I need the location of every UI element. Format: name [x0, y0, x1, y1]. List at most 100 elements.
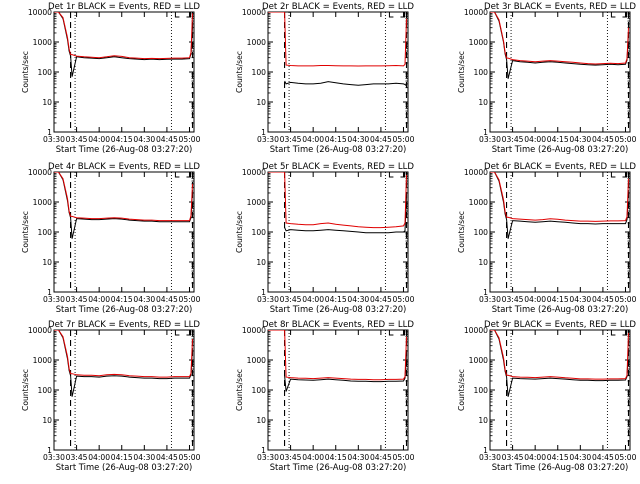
corner-marker — [174, 330, 180, 336]
chart-panel-3: Det 3r BLACK = Events, RED = LLD 1 10 100 10… — [457, 2, 637, 154]
corner-marker — [388, 12, 394, 18]
x-tick-label: 03:30 — [257, 135, 279, 144]
x-tick-label: 04:45 — [592, 295, 614, 304]
series-line-events — [284, 354, 407, 392]
x-tick-label: 04:45 — [156, 295, 178, 304]
y-tick-label: 1 — [261, 128, 266, 137]
x-tick-label: 05:00 — [179, 295, 201, 304]
x-tick-label: 04:00 — [302, 135, 324, 144]
x-tick-label: 05:00 — [179, 135, 201, 144]
x-tick-label: 04:15 — [547, 135, 569, 144]
series-line-lld — [268, 330, 407, 381]
y-tick-label: 10000 — [28, 326, 52, 335]
x-tick-label: 03:30 — [43, 453, 65, 462]
x-tick-label: 04:30 — [347, 453, 369, 462]
y-tick-label: 1000 — [33, 38, 52, 47]
y-tick-label: 1 — [483, 446, 488, 455]
corner-marker — [610, 12, 616, 18]
x-tick-label: 03:30 — [43, 295, 65, 304]
series-line-lld — [268, 172, 407, 229]
x-tick-label: 03:30 — [257, 453, 279, 462]
y-tick-label: 10000 — [464, 168, 488, 177]
y-tick-label: 1000 — [33, 198, 52, 207]
y-tick-label: 10 — [42, 258, 52, 267]
x-axis-label: Start Time (26-Aug-08 03:27:20) — [492, 304, 629, 314]
chart-title: Det 4r BLACK = Events, RED = LLD — [48, 162, 200, 172]
x-tick-label: 04:30 — [569, 453, 591, 462]
x-tick-label: 04:00 — [524, 135, 546, 144]
y-tick-label: 1 — [47, 288, 52, 297]
x-tick-label: 04:00 — [524, 295, 546, 304]
x-tick-label: 04:15 — [325, 295, 347, 304]
chart-panel-4: Det 4r BLACK = Events, RED = LLD 1 10 100 10… — [21, 162, 201, 314]
chart-panel-7: Det 7r BLACK = Events, RED = LLD 1 10 100 10… — [21, 320, 201, 472]
x-tick-label: 04:30 — [347, 135, 369, 144]
corner-marker — [186, 172, 191, 178]
x-tick-label: 03:45 — [502, 135, 524, 144]
series-line-lld — [268, 12, 407, 67]
y-axis-label: Counts/sec — [457, 51, 466, 93]
corner-marker — [388, 172, 394, 178]
x-tick-label: 04:00 — [302, 453, 324, 462]
y-tick-label: 10000 — [28, 168, 52, 177]
x-tick-label: 05:00 — [615, 135, 637, 144]
x-tick-label: 03:45 — [502, 295, 524, 304]
series-line-events — [54, 12, 193, 77]
series-line-events — [284, 196, 407, 234]
corner-marker — [400, 330, 405, 336]
chart-panel-1: Det 1r BLACK = Events, RED = LLD 1 10 100 10… — [21, 2, 201, 154]
x-tick-label: 03:30 — [479, 453, 501, 462]
y-tick-label: 10000 — [28, 8, 52, 17]
y-tick-label: 10 — [42, 98, 52, 107]
x-tick-label: 04:30 — [347, 295, 369, 304]
series-line-lld — [54, 12, 193, 60]
y-tick-label: 1000 — [247, 38, 266, 47]
x-tick-label: 05:00 — [393, 135, 415, 144]
series-line-lld — [54, 172, 193, 222]
corner-marker — [622, 330, 627, 336]
x-tick-label: 04:45 — [370, 453, 392, 462]
chart-panel-2: Det 2r BLACK = Events, RED = LLD 1 10 100 10… — [235, 2, 415, 154]
chart-title: Det 1r BLACK = Events, RED = LLD — [48, 2, 200, 12]
x-tick-label: 04:30 — [569, 295, 591, 304]
x-tick-label: 04:45 — [592, 135, 614, 144]
y-tick-label: 100 — [38, 68, 53, 77]
x-tick-label: 04:00 — [302, 295, 324, 304]
x-tick-label: 04:00 — [88, 453, 110, 462]
x-tick-label: 05:00 — [393, 295, 415, 304]
y-tick-label: 100 — [38, 386, 53, 395]
corner-marker — [174, 172, 180, 178]
corner-marker — [186, 12, 191, 18]
x-tick-label: 04:30 — [133, 453, 155, 462]
series-line-lld — [490, 12, 629, 65]
y-tick-label: 10000 — [242, 168, 266, 177]
y-axis-label: Counts/sec — [235, 51, 244, 93]
y-axis-label: Counts/sec — [21, 369, 30, 411]
x-tick-label: 03:45 — [280, 295, 302, 304]
y-tick-label: 100 — [252, 68, 267, 77]
x-tick-label: 04:30 — [133, 135, 155, 144]
chart-title: Det 3r BLACK = Events, RED = LLD — [484, 2, 636, 12]
y-tick-label: 1 — [261, 288, 266, 297]
x-tick-label: 05:00 — [393, 453, 415, 462]
y-tick-label: 10 — [256, 416, 266, 425]
x-tick-label: 03:45 — [280, 453, 302, 462]
x-tick-label: 04:15 — [547, 453, 569, 462]
y-tick-label: 10000 — [464, 326, 488, 335]
x-tick-label: 04:30 — [569, 135, 591, 144]
y-tick-label: 100 — [38, 228, 53, 237]
x-tick-label: 04:45 — [370, 135, 392, 144]
y-axis-label: Counts/sec — [235, 369, 244, 411]
x-axis-label: Start Time (26-Aug-08 03:27:20) — [492, 144, 629, 154]
corner-marker — [610, 172, 616, 178]
x-tick-label: 05:00 — [615, 453, 637, 462]
y-tick-label: 1000 — [247, 198, 266, 207]
x-tick-label: 04:00 — [88, 135, 110, 144]
corner-marker — [610, 330, 616, 336]
y-tick-label: 100 — [474, 228, 489, 237]
x-axis-label: Start Time (26-Aug-08 03:27:20) — [492, 462, 629, 472]
x-tick-label: 03:45 — [66, 135, 88, 144]
x-axis-label: Start Time (26-Aug-08 03:27:20) — [270, 304, 407, 314]
